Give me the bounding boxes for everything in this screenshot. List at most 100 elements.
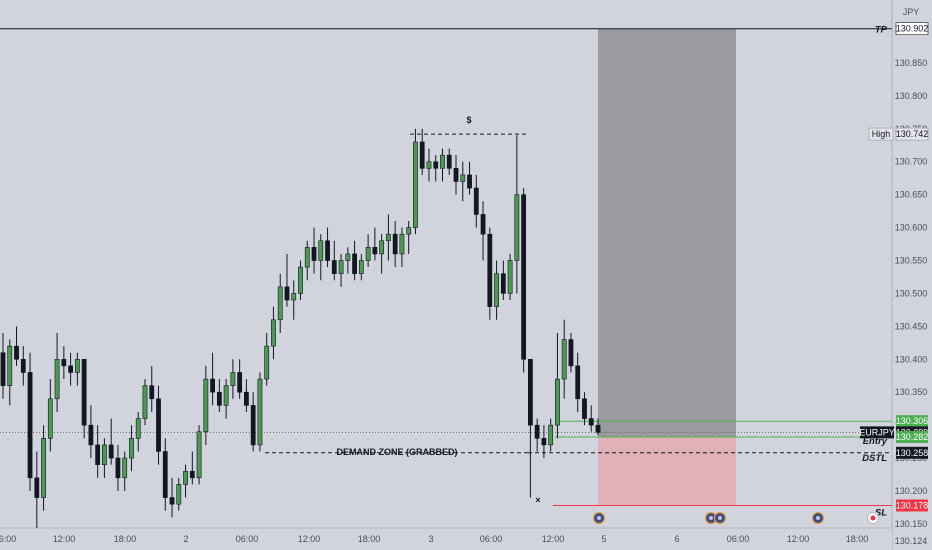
- candle: [122, 451, 128, 491]
- y-tick-label: 130.200: [895, 486, 928, 496]
- candle: [534, 418, 540, 452]
- candle: [460, 161, 466, 202]
- candle: [237, 359, 243, 399]
- candle-body: [399, 233, 405, 255]
- candle: [358, 253, 364, 281]
- event-dot: [816, 516, 820, 520]
- candle: [27, 352, 33, 491]
- tp-tag: [895, 22, 929, 36]
- price-axis-bg: [892, 0, 932, 550]
- candle-body: [311, 247, 317, 261]
- candle: [507, 253, 513, 301]
- candle-body: [162, 451, 168, 498]
- cross-marker: ×: [535, 495, 540, 505]
- candle: [142, 379, 148, 426]
- candle-body: [0, 352, 6, 386]
- x-tick-label: 12:00: [53, 534, 76, 544]
- candle-body: [473, 187, 479, 215]
- candle-body: [446, 154, 452, 169]
- candle: [568, 332, 574, 373]
- y-tick-label: 130.350: [895, 387, 928, 397]
- candle: [230, 359, 236, 399]
- candle-body: [433, 161, 439, 169]
- x-tick-label: 18:00: [358, 534, 381, 544]
- candle: [406, 221, 412, 254]
- candle-body: [304, 247, 310, 268]
- candle-body: [210, 378, 215, 393]
- candle-body: [277, 286, 283, 321]
- candle-body: [467, 174, 472, 189]
- candle: [271, 306, 276, 360]
- candle: [88, 405, 94, 459]
- candle-body: [365, 247, 371, 261]
- economic-event-icon: [713, 511, 727, 525]
- candle-body: [264, 345, 270, 380]
- candle-body: [47, 398, 53, 439]
- candle: [277, 273, 283, 333]
- high-price: 130.742: [896, 129, 929, 139]
- candle-body: [156, 398, 161, 452]
- economic-event-icon: [811, 511, 825, 525]
- candle: [216, 379, 222, 412]
- candle-body: [541, 438, 547, 446]
- candle-body: [271, 319, 276, 347]
- candle: [20, 346, 26, 386]
- candle-body: [68, 365, 74, 373]
- high-name-tag: [868, 127, 894, 141]
- liquidity-marker: $: [466, 115, 471, 125]
- y-tick-label: 130.600: [895, 223, 928, 233]
- levels-layer: [0, 28, 892, 506]
- candle: [433, 155, 439, 182]
- candle: [156, 385, 161, 465]
- candle-body: [81, 358, 87, 426]
- candle: [95, 425, 101, 478]
- candle-body: [487, 233, 493, 307]
- candle-body: [27, 372, 33, 479]
- candle: [331, 240, 337, 281]
- candle-body: [61, 358, 67, 367]
- candle-body: [392, 233, 398, 255]
- candle: [284, 253, 290, 307]
- x-tick-label: 3: [428, 534, 433, 544]
- candle: [149, 365, 155, 412]
- x-tick-label: 5: [601, 534, 606, 544]
- candle: [203, 365, 209, 445]
- candle-body: [453, 168, 459, 182]
- candle: [61, 346, 67, 380]
- candle-body: [189, 470, 195, 479]
- tp-price: 130.902: [896, 24, 929, 34]
- candle: [419, 128, 425, 175]
- candle: [0, 332, 6, 399]
- candle-body: [345, 253, 351, 261]
- candle: [379, 234, 385, 274]
- y-tick-label: 130.124: [895, 536, 928, 546]
- time-axis-bg: [0, 528, 892, 550]
- candle-body: [41, 438, 46, 498]
- dstl-price: 130.258: [896, 448, 929, 458]
- candle: [514, 135, 520, 294]
- candle: [257, 372, 263, 452]
- candle: [41, 425, 46, 511]
- candle: [473, 174, 479, 228]
- candle: [304, 240, 310, 281]
- candle: [561, 319, 567, 399]
- candle-body: [135, 418, 141, 439]
- candle: [34, 451, 40, 531]
- candle-body: [338, 260, 344, 274]
- candle-body: [250, 405, 256, 446]
- y-tick-label: 130.800: [895, 91, 928, 101]
- candle-body: [358, 260, 364, 274]
- zones-layer: [598, 28, 736, 506]
- candle: [325, 227, 330, 268]
- candle: [115, 444, 121, 491]
- candle-body: [95, 444, 101, 465]
- candle: [426, 148, 432, 182]
- candle-body: [34, 477, 40, 498]
- candle-body: [284, 286, 290, 301]
- candle: [135, 411, 141, 452]
- candle: [440, 148, 445, 182]
- candle-body: [230, 372, 236, 386]
- x-tick-label: 06:00: [0, 534, 16, 544]
- candle-body: [196, 431, 202, 479]
